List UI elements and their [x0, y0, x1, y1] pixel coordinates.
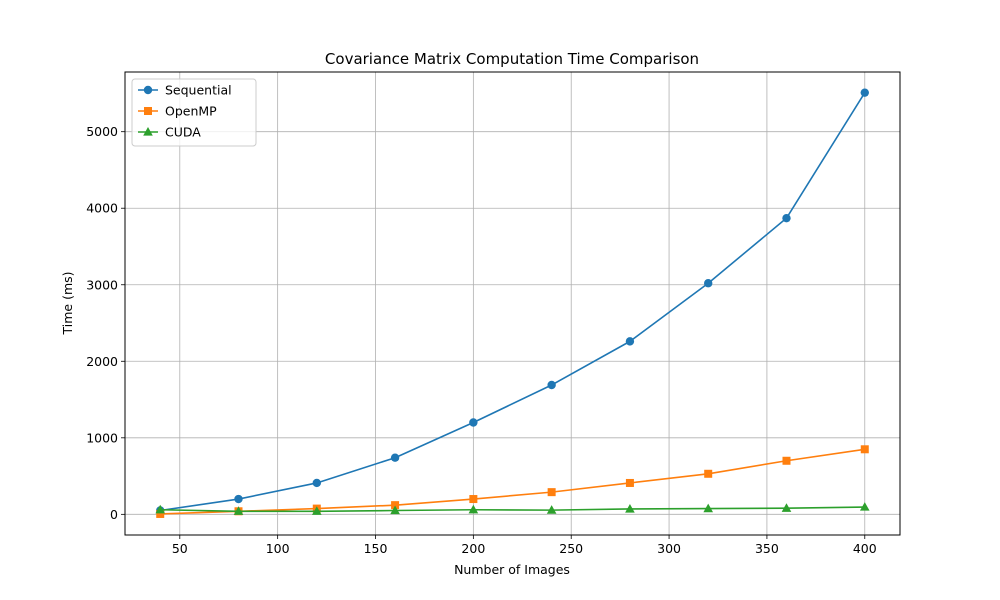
data-point-cuda: [311, 506, 322, 515]
data-point-sequential: [390, 453, 400, 462]
legend-entry-cuda: CUDA: [138, 125, 201, 140]
x-tick-label: 350: [755, 541, 779, 556]
x-tick-label: 200: [461, 541, 485, 556]
data-point-sequential: [312, 478, 321, 488]
data-point-cuda: [703, 503, 714, 513]
legend-box: [131, 78, 257, 147]
grid-lines: [125, 72, 900, 535]
y-tick-label: 3000: [86, 277, 118, 292]
series-line-sequential: [160, 92, 866, 512]
data-point-sequential: [704, 279, 713, 288]
data-point-openmp: [391, 501, 400, 510]
y-axis-ticks: 0 1000 2000 3000 4000 5000: [86, 124, 125, 522]
legend: Sequential OpenMP CUDA: [131, 78, 257, 147]
legend-label-sequential: Sequential: [165, 83, 232, 98]
data-point-cuda: [390, 505, 400, 515]
legend-label-openmp: OpenMP: [165, 104, 217, 119]
data-series: [155, 88, 870, 518]
data-point-openmp: [469, 495, 478, 504]
plot-area-frame: [124, 71, 901, 536]
x-tick-label: 50: [172, 541, 188, 556]
data-point-sequential: [234, 494, 243, 504]
legend-marker-openmp: [144, 107, 152, 115]
legend-entry-openmp: OpenMP: [138, 104, 217, 119]
y-tick-label: 0: [110, 507, 118, 522]
data-point-sequential: [625, 337, 635, 346]
data-point-sequential: [782, 213, 791, 223]
x-axis-ticks: 50 100 150 200 250 300 350 400: [172, 535, 877, 556]
data-point-openmp: [156, 509, 165, 518]
data-point-openmp: [782, 456, 791, 465]
series-line-openmp: [160, 448, 865, 515]
data-point-sequential: [469, 418, 478, 427]
x-tick-label: 400: [853, 541, 877, 556]
y-tick-label: 4000: [86, 201, 118, 216]
data-point-cuda: [233, 506, 244, 515]
data-point-cuda: [625, 503, 635, 513]
data-point-sequential: [547, 380, 556, 390]
legend-marker-cuda: [143, 127, 153, 136]
legend-entries: Sequential OpenMP CUDA: [138, 83, 232, 140]
data-point-openmp: [860, 445, 869, 454]
y-tick-label: 1000: [86, 430, 118, 445]
y-axis-label: Time (ms): [60, 271, 75, 335]
data-point-cuda: [859, 502, 870, 511]
x-tick-label: 300: [657, 541, 681, 556]
x-tick-label: 250: [559, 541, 583, 556]
data-point-openmp: [547, 488, 556, 497]
x-tick-label: 100: [266, 541, 290, 556]
series-sequential: [156, 88, 869, 515]
data-point-openmp: [704, 469, 713, 478]
legend-marker-sequential: [143, 85, 153, 95]
series-line-cuda: [160, 506, 865, 513]
data-point-cuda: [546, 505, 557, 514]
data-point-openmp: [625, 478, 634, 487]
data-point-cuda: [155, 504, 166, 514]
data-point-sequential: [860, 88, 869, 97]
legend-entry-sequential: Sequential: [138, 83, 232, 98]
legend-label-cuda: CUDA: [165, 125, 201, 140]
y-tick-label: 2000: [86, 354, 118, 369]
x-axis-label: Number of Images: [454, 562, 570, 577]
chart-title: Covariance Matrix Computation Time Compa…: [325, 50, 699, 68]
series-cuda: [155, 502, 870, 515]
data-point-cuda: [781, 503, 792, 512]
data-point-cuda: [468, 504, 479, 514]
y-tick-label: 5000: [86, 124, 118, 139]
x-tick-label: 150: [364, 541, 388, 556]
